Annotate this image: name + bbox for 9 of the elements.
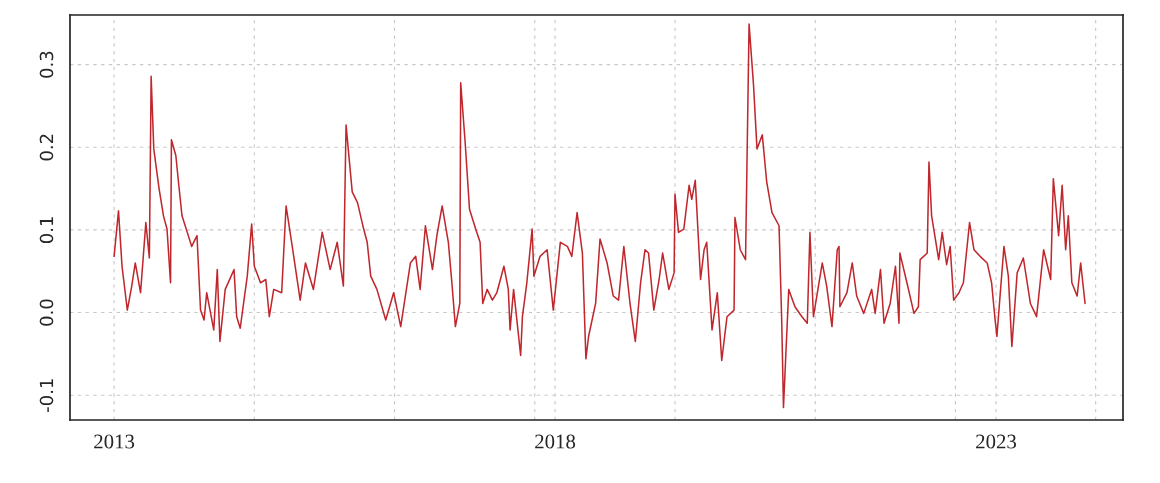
x-tick-label: 2023 <box>976 434 1017 449</box>
x-tick-label: 2018 <box>535 434 576 449</box>
y-tick-label: 0.0 <box>39 299 54 326</box>
y-tick-label: -0.1 <box>39 379 54 412</box>
line-series <box>113 23 1086 409</box>
y-tick-label: 0.3 <box>39 51 54 78</box>
y-tick-label: 0.1 <box>39 217 54 244</box>
x-tick-label: 2013 <box>94 434 135 449</box>
y-tick-label: 0.2 <box>39 134 54 161</box>
